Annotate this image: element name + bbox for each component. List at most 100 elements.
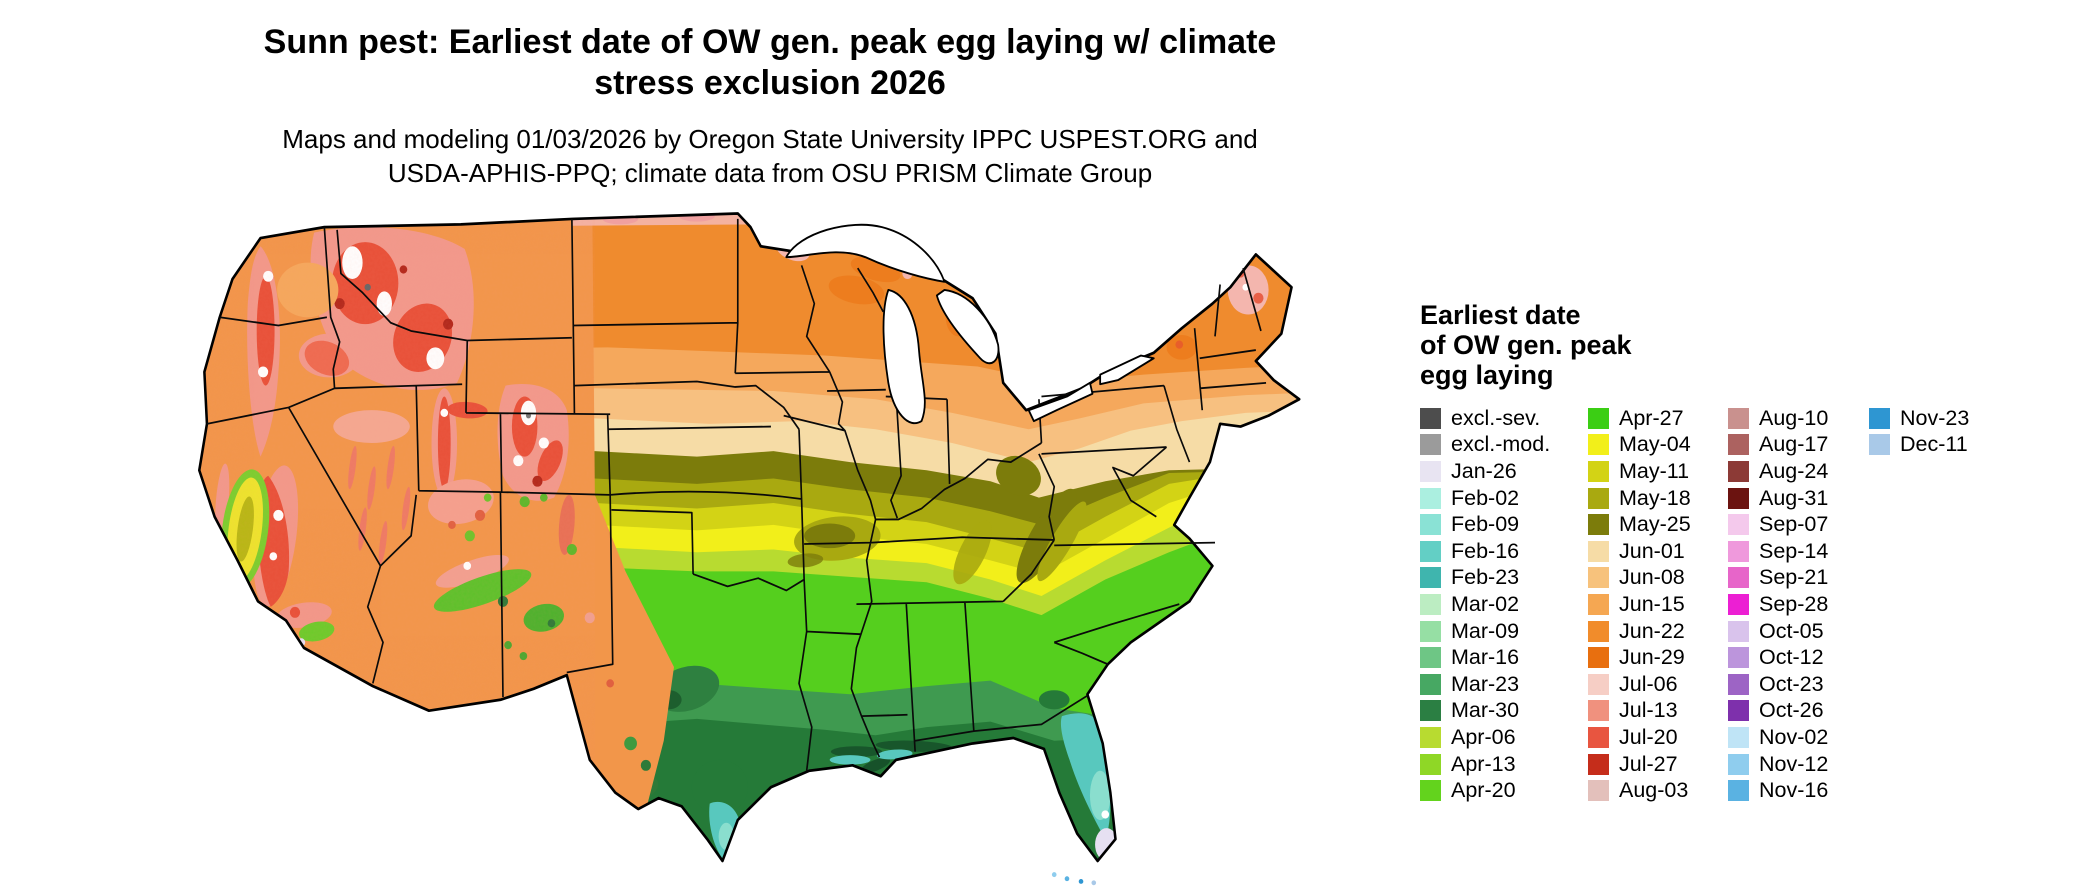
legend-item: May-18 <box>1588 485 1691 512</box>
legend-item: Mar-23 <box>1420 671 1550 698</box>
legend-item: Jun-29 <box>1588 644 1691 671</box>
legend-swatch <box>1420 753 1441 775</box>
legend-item: Oct-26 <box>1728 698 1828 725</box>
legend-label: Aug-03 <box>1619 778 1689 803</box>
legend-label: Nov-02 <box>1759 724 1829 749</box>
legend-swatch <box>1588 780 1609 802</box>
legend-item: Mar-02 <box>1420 591 1550 618</box>
legend-swatch <box>1728 726 1749 748</box>
legend-label: Feb-16 <box>1451 538 1520 563</box>
legend-label: Aug-10 <box>1759 405 1829 430</box>
legend-label: Apr-27 <box>1619 405 1684 430</box>
legend-swatch <box>1588 434 1609 456</box>
legend-label: Jun-29 <box>1619 645 1685 670</box>
legend-label: Jan-26 <box>1451 458 1517 483</box>
legend-swatch <box>1588 540 1609 562</box>
legend-swatch <box>1588 753 1609 775</box>
subtitle-line-2: USDA-APHIS-PPQ; climate data from OSU PR… <box>387 158 1153 188</box>
legend-item: Apr-13 <box>1420 751 1550 778</box>
legend-swatch <box>1420 673 1441 695</box>
florida-keys-pixels <box>1051 872 1097 886</box>
legend-swatch <box>1420 726 1441 748</box>
legend-swatch <box>1588 673 1609 695</box>
legend-item: Aug-31 <box>1728 485 1828 512</box>
state-borders-east <box>1038 267 1267 666</box>
legend-item: Dec-11 <box>1869 432 1969 459</box>
legend-label: Feb-09 <box>1451 512 1520 537</box>
title-line-1: Sunn pest: Earliest date of OW gen. peak… <box>263 23 1277 61</box>
legend-swatch <box>1420 567 1441 589</box>
legend-swatch <box>1728 460 1749 482</box>
legend-item: Oct-05 <box>1728 618 1828 645</box>
legend-item: Jul-06 <box>1588 671 1691 698</box>
legend-swatch <box>1420 647 1441 669</box>
legend-label: May-18 <box>1619 485 1691 510</box>
legend-swatch <box>1728 407 1749 429</box>
legend-item: Oct-12 <box>1728 644 1828 671</box>
legend-swatch <box>1420 487 1441 509</box>
legend-title-line-3: egg laying <box>1420 360 1554 390</box>
legend-swatch <box>1420 460 1441 482</box>
legend-label: Feb-23 <box>1451 565 1520 590</box>
legend-item: Apr-06 <box>1420 724 1550 751</box>
legend-item: Jun-08 <box>1588 565 1691 592</box>
legend-swatch <box>1728 434 1749 456</box>
legend-swatch <box>1588 647 1609 669</box>
legend-item: Aug-17 <box>1728 432 1828 459</box>
legend-swatch <box>1728 647 1749 669</box>
legend-swatch <box>1728 567 1749 589</box>
legend-swatch <box>1588 620 1609 642</box>
legend-item: Apr-27 <box>1588 405 1691 432</box>
legend-label: Nov-12 <box>1759 751 1829 776</box>
legend-swatch <box>1588 514 1609 536</box>
legend-swatch <box>1588 567 1609 589</box>
legend-label: May-11 <box>1619 458 1690 483</box>
legend-column: Apr-27 May-04 May-11 May-18 May-25 Jun-01 Jun-… <box>1588 405 1691 804</box>
legend-swatch <box>1588 726 1609 748</box>
legend-swatch <box>1588 487 1609 509</box>
legend-label: May-25 <box>1619 512 1691 537</box>
legend-item: Feb-23 <box>1420 565 1550 592</box>
legend-label: Oct-05 <box>1759 618 1824 643</box>
legend-label: Apr-20 <box>1451 778 1516 803</box>
legend-label: excl.-sev. <box>1451 405 1541 430</box>
legend-label: Aug-31 <box>1759 485 1829 510</box>
legend-swatch <box>1588 407 1609 429</box>
legend-item: Aug-24 <box>1728 458 1828 485</box>
legend-label: Mar-16 <box>1451 645 1520 670</box>
legend-label: Jun-08 <box>1619 565 1685 590</box>
legend-label: Jul-27 <box>1619 751 1678 776</box>
us-choropleth-map <box>161 208 1386 891</box>
great-lakes <box>785 223 1155 424</box>
legend-item: Aug-03 <box>1588 777 1691 804</box>
legend-item: Feb-02 <box>1420 485 1550 512</box>
legend-swatch <box>1728 620 1749 642</box>
legend-label: Jul-20 <box>1619 724 1678 749</box>
legend-label: Oct-12 <box>1759 645 1824 670</box>
legend-label: Nov-16 <box>1759 778 1829 803</box>
legend-item: Mar-09 <box>1420 618 1550 645</box>
legend-label: Sep-28 <box>1759 591 1829 616</box>
legend-label: Mar-30 <box>1451 698 1520 723</box>
legend-swatch <box>1728 673 1749 695</box>
page-title: Sunn pest: Earliest date of OW gen. peak… <box>0 22 1540 104</box>
legend-label: Apr-13 <box>1451 751 1516 776</box>
legend-label: Nov-23 <box>1900 405 1970 430</box>
legend-label: Mar-02 <box>1451 591 1520 616</box>
subtitle-line-1: Maps and modeling 01/03/2026 by Oregon S… <box>282 124 1258 154</box>
legend-swatch <box>1588 593 1609 615</box>
legend-label: excl.-mod. <box>1451 432 1551 457</box>
legend-label: Jun-01 <box>1619 538 1685 563</box>
legend-item: Sep-21 <box>1728 565 1828 592</box>
legend-label: Sep-14 <box>1759 538 1829 563</box>
legend-item: Sep-14 <box>1728 538 1828 565</box>
legend-label: Sep-07 <box>1759 512 1829 537</box>
us-map-svg <box>198 212 1301 886</box>
legend-item: Jun-15 <box>1588 591 1691 618</box>
legend-label: Dec-11 <box>1900 432 1968 457</box>
legend-item: Jul-13 <box>1588 698 1691 725</box>
legend-column: Nov-23 Dec-11 <box>1869 405 1969 458</box>
lake-superior <box>785 223 946 283</box>
title-line-2: stress exclusion 2026 <box>594 64 946 102</box>
legend-item: Sep-28 <box>1728 591 1828 618</box>
